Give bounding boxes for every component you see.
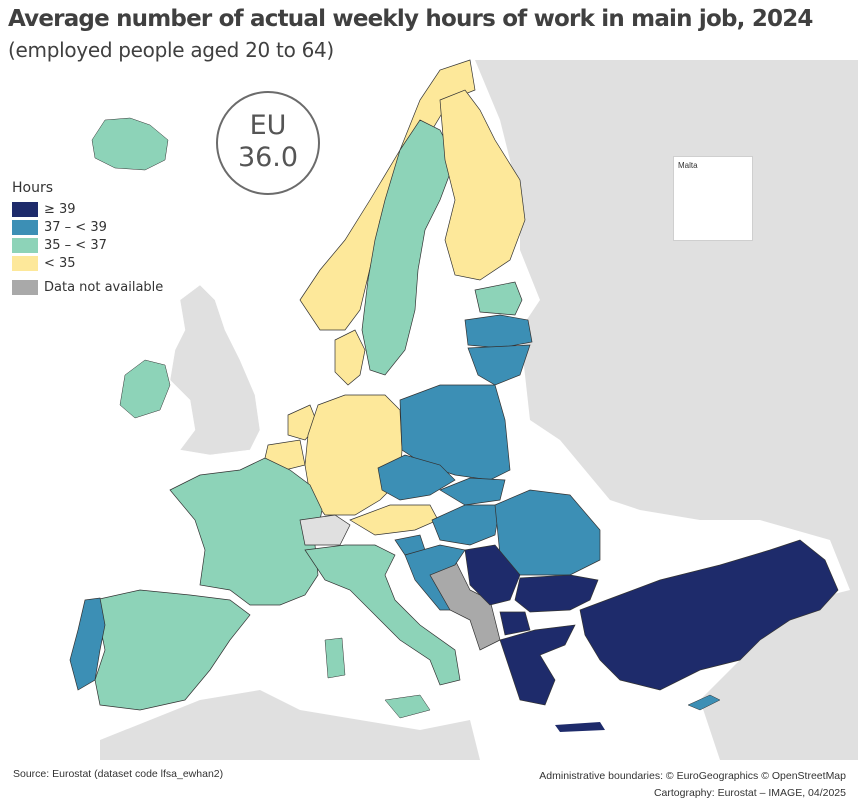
legend-swatch bbox=[12, 255, 38, 271]
map-title: Average number of actual weekly hours of… bbox=[8, 6, 813, 32]
region-serbia bbox=[464, 544, 521, 606]
land-non-eu-east bbox=[475, 60, 858, 760]
region-czechia bbox=[377, 454, 456, 501]
eu-badge-label: EU bbox=[249, 110, 287, 141]
region-sardinia bbox=[324, 637, 346, 679]
region-finland bbox=[439, 89, 526, 281]
eu-badge-value: 36.0 bbox=[237, 142, 299, 173]
region-portugal bbox=[69, 597, 106, 691]
legend-label: < 35 bbox=[44, 255, 76, 271]
region-estonia bbox=[474, 281, 523, 316]
legend-item: 37 – < 39 bbox=[12, 218, 163, 236]
legend-label: 35 – < 37 bbox=[44, 237, 107, 253]
region-sweden bbox=[361, 119, 456, 376]
legend-item: < 35 bbox=[12, 254, 163, 272]
region-crete bbox=[555, 722, 605, 732]
region-switzerland bbox=[299, 514, 351, 546]
legend-item: ≥ 39 bbox=[12, 200, 163, 218]
map-subtitle: (employed people aged 20 to 64) bbox=[8, 38, 334, 62]
legend-swatch bbox=[12, 201, 38, 217]
region-slovakia bbox=[439, 477, 506, 506]
legend-title: Hours bbox=[12, 180, 54, 196]
land-north-africa bbox=[100, 690, 480, 760]
legend-swatch bbox=[12, 279, 38, 295]
region-spain bbox=[94, 589, 251, 711]
legend-item: 35 – < 37 bbox=[12, 236, 163, 254]
cartography-credit: Cartography: Eurostat – IMAGE, 04/2025 bbox=[653, 787, 846, 799]
boundaries-credit: Administrative boundaries: © EuroGeograp… bbox=[539, 770, 846, 782]
land-uk bbox=[169, 284, 261, 456]
region-latvia bbox=[464, 314, 533, 349]
region-hungary bbox=[431, 504, 501, 546]
legend-label: Data not available bbox=[44, 279, 164, 295]
region-iceland bbox=[91, 117, 169, 171]
region-sicily bbox=[384, 694, 431, 719]
legend-item: Data not available bbox=[12, 278, 163, 296]
eu-average-badge: EU 36.0 bbox=[216, 91, 320, 195]
region-bulgaria bbox=[514, 574, 599, 613]
region-germany bbox=[304, 394, 403, 516]
legend-swatch bbox=[12, 219, 38, 235]
credits: Administrative boundaries: © EuroGeograp… bbox=[539, 768, 846, 802]
region-romania bbox=[494, 489, 601, 576]
legend-label: ≥ 39 bbox=[44, 201, 76, 217]
source-note: Source: Eurostat (dataset code lfsa_ewha… bbox=[13, 768, 224, 780]
region-denmark bbox=[334, 329, 366, 386]
region-lithuania bbox=[467, 344, 531, 386]
malta-inset: Malta bbox=[673, 156, 753, 241]
legend-swatch bbox=[12, 237, 38, 253]
legend-label: 37 – < 39 bbox=[44, 219, 107, 235]
legend: Hours ≥ 39 37 – < 39 35 – < 37 < 35 Data… bbox=[12, 180, 163, 296]
region-turkey bbox=[579, 539, 839, 691]
region-france bbox=[169, 457, 323, 606]
malta-inset-label: Malta bbox=[678, 161, 698, 170]
region-italy bbox=[304, 544, 461, 686]
region-ireland bbox=[119, 359, 171, 419]
region-north-macedonia bbox=[499, 611, 531, 636]
region-cyprus bbox=[687, 694, 721, 711]
region-greece bbox=[499, 624, 576, 706]
region-croatia bbox=[404, 544, 466, 611]
